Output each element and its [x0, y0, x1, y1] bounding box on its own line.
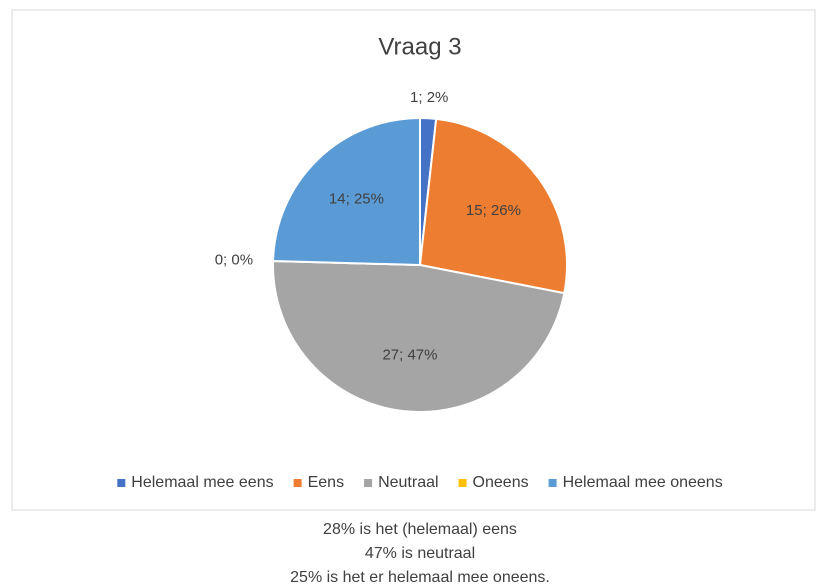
legend-swatch	[548, 479, 557, 487]
legend-swatch	[117, 479, 126, 487]
data-label: 0; 0%	[215, 251, 253, 268]
caption-line: 47% is neutraal	[365, 545, 475, 562]
data-label: 15; 26%	[466, 202, 521, 219]
data-label: 14; 25%	[329, 191, 384, 208]
chart-title: Vraag 3	[378, 33, 461, 60]
legend-label: Neutraal	[378, 474, 438, 491]
legend-label: Helemaal mee oneens	[563, 474, 723, 491]
pie-slice	[272, 259, 566, 413]
legend-swatch	[458, 479, 467, 487]
pie-slice	[272, 116, 421, 267]
legend-swatch	[364, 479, 373, 487]
caption-line: 28% is het (helemaal) eens	[323, 521, 517, 538]
pie-slice	[418, 117, 568, 295]
data-label: 27; 47%	[382, 347, 437, 364]
legend-label: Eens	[308, 474, 344, 491]
data-label: 1; 2%	[410, 89, 448, 106]
legend-swatch	[293, 479, 302, 487]
caption-line: 25% is het er helemaal mee oneens.	[290, 569, 550, 586]
legend-label: Helemaal mee eens	[131, 474, 273, 491]
legend-label: Oneens	[473, 474, 529, 491]
